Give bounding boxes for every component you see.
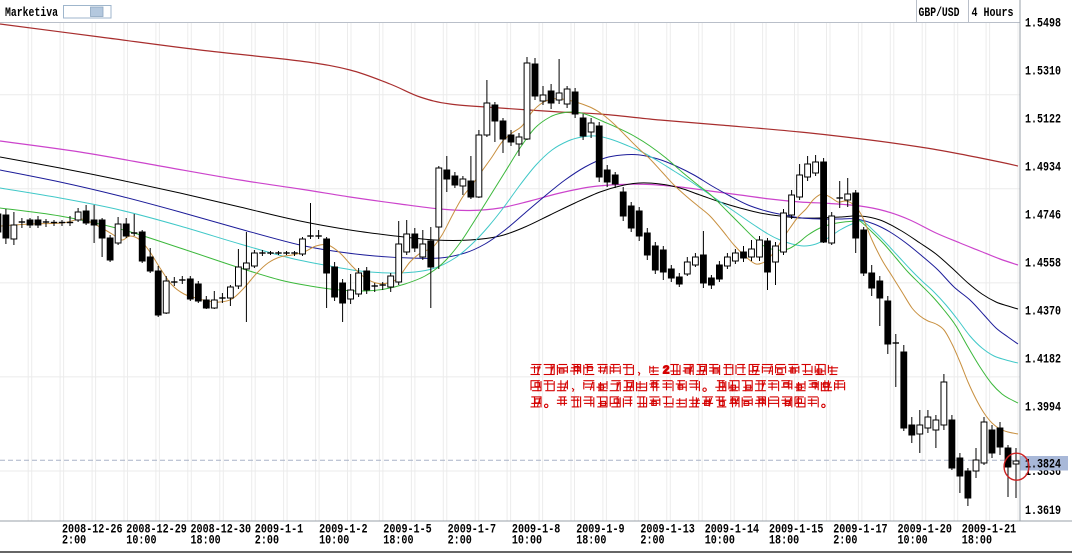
- svg-text:18:00: 18:00: [769, 534, 799, 548]
- svg-text:10:00: 10:00: [898, 534, 928, 548]
- svg-text:2009-1-1: 2009-1-1: [255, 523, 303, 537]
- svg-text:2009-1-20: 2009-1-20: [898, 523, 952, 537]
- svg-text:4 Hours: 4 Hours: [972, 5, 1014, 20]
- svg-text:1.5310: 1.5310: [1025, 65, 1061, 79]
- svg-text:2009-1-7: 2009-1-7: [448, 523, 496, 537]
- svg-text:2009-1-14: 2009-1-14: [705, 523, 760, 537]
- svg-text:10:00: 10:00: [512, 534, 542, 548]
- svg-text:2008-12-26: 2008-12-26: [62, 523, 123, 537]
- svg-text:18:00: 18:00: [191, 534, 221, 548]
- svg-text:2009-1-9: 2009-1-9: [576, 523, 624, 537]
- svg-text:1.4182: 1.4182: [1025, 353, 1061, 367]
- svg-text:1.4746: 1.4746: [1025, 209, 1061, 223]
- svg-text:1.5498: 1.5498: [1025, 17, 1061, 31]
- svg-text:10:00: 10:00: [126, 534, 156, 548]
- svg-text:1.5122: 1.5122: [1025, 113, 1061, 127]
- svg-text:2009-1-15: 2009-1-15: [769, 523, 823, 537]
- svg-text:18:00: 18:00: [576, 534, 606, 548]
- svg-text:2:00: 2:00: [62, 534, 86, 548]
- svg-text:2009-1-21: 2009-1-21: [962, 523, 1016, 537]
- svg-text:2:00: 2:00: [640, 534, 664, 548]
- svg-text:2:00: 2:00: [255, 534, 279, 548]
- svg-text:1.3619: 1.3619: [1025, 504, 1061, 518]
- svg-text:18:00: 18:00: [962, 534, 992, 548]
- svg-text:2009-1-5: 2009-1-5: [383, 523, 431, 537]
- svg-text:10:00: 10:00: [319, 534, 349, 548]
- svg-text:18:00: 18:00: [383, 534, 413, 548]
- svg-text:2:00: 2:00: [448, 534, 472, 548]
- svg-text:2009-1-8: 2009-1-8: [512, 523, 560, 537]
- svg-text:2008-12-29: 2008-12-29: [126, 523, 187, 537]
- svg-text:10:00: 10:00: [705, 534, 735, 548]
- svg-text:GBP/USD: GBP/USD: [919, 5, 960, 20]
- svg-text:1.4370: 1.4370: [1025, 305, 1061, 319]
- svg-text:1.3994: 1.3994: [1025, 401, 1061, 415]
- svg-text:2:00: 2:00: [833, 534, 857, 548]
- svg-text:2008-12-30: 2008-12-30: [191, 523, 252, 537]
- svg-text:1.4934: 1.4934: [1025, 161, 1061, 175]
- svg-text:2009-1-2: 2009-1-2: [319, 523, 367, 537]
- svg-text:Marketiva: Marketiva: [5, 5, 58, 20]
- svg-text:2: 2: [663, 364, 670, 378]
- svg-text:2009-1-13: 2009-1-13: [640, 523, 694, 537]
- svg-text:1.3824: 1.3824: [1025, 457, 1061, 471]
- svg-text:2009-1-17: 2009-1-17: [833, 523, 887, 537]
- svg-text:1.4558: 1.4558: [1025, 257, 1061, 271]
